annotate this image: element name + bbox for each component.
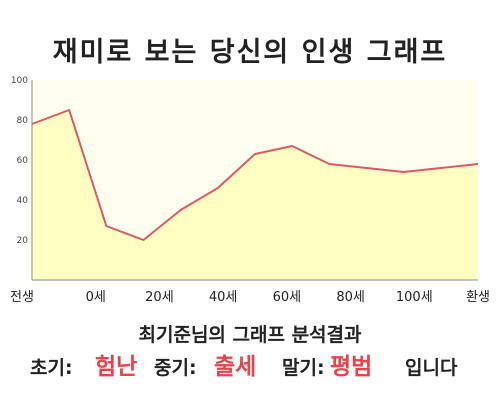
result-line: 초기: 험난 중기: 출세 말기: 평범 입니다	[0, 345, 500, 385]
x-tick-label: 환생	[466, 290, 490, 305]
x-tick-label: 40세	[209, 290, 238, 305]
x-tick-label: 전생	[10, 290, 34, 305]
x-tick-label: 80세	[336, 290, 365, 305]
x-tick-label: 60세	[273, 290, 302, 305]
middle-value: 출세	[214, 354, 257, 380]
x-tick-label: 100세	[396, 290, 433, 305]
middle-label: 중기:	[154, 357, 197, 379]
y-tick-label: 20	[17, 236, 29, 246]
late-value: 평범	[330, 354, 373, 380]
early-value: 험난	[95, 354, 138, 380]
y-tick-label: 40	[17, 196, 29, 206]
x-tick-label: 20세	[145, 290, 174, 305]
y-tick-label: 100	[11, 76, 28, 86]
result-ending: 입니다	[405, 357, 458, 379]
y-tick-label: 60	[17, 156, 29, 166]
x-tick-label: 0세	[86, 290, 106, 305]
series-line	[31, 109, 479, 241]
late-label: 말기:	[282, 357, 325, 379]
series-area	[32, 110, 478, 280]
result-title: 최기준님의 그래프 분석결과	[138, 324, 362, 346]
y-tick-label: 80	[17, 116, 29, 126]
early-label: 초기:	[30, 357, 73, 379]
chart-title: 재미로 보는 당신의 인생 그래프	[52, 37, 448, 68]
